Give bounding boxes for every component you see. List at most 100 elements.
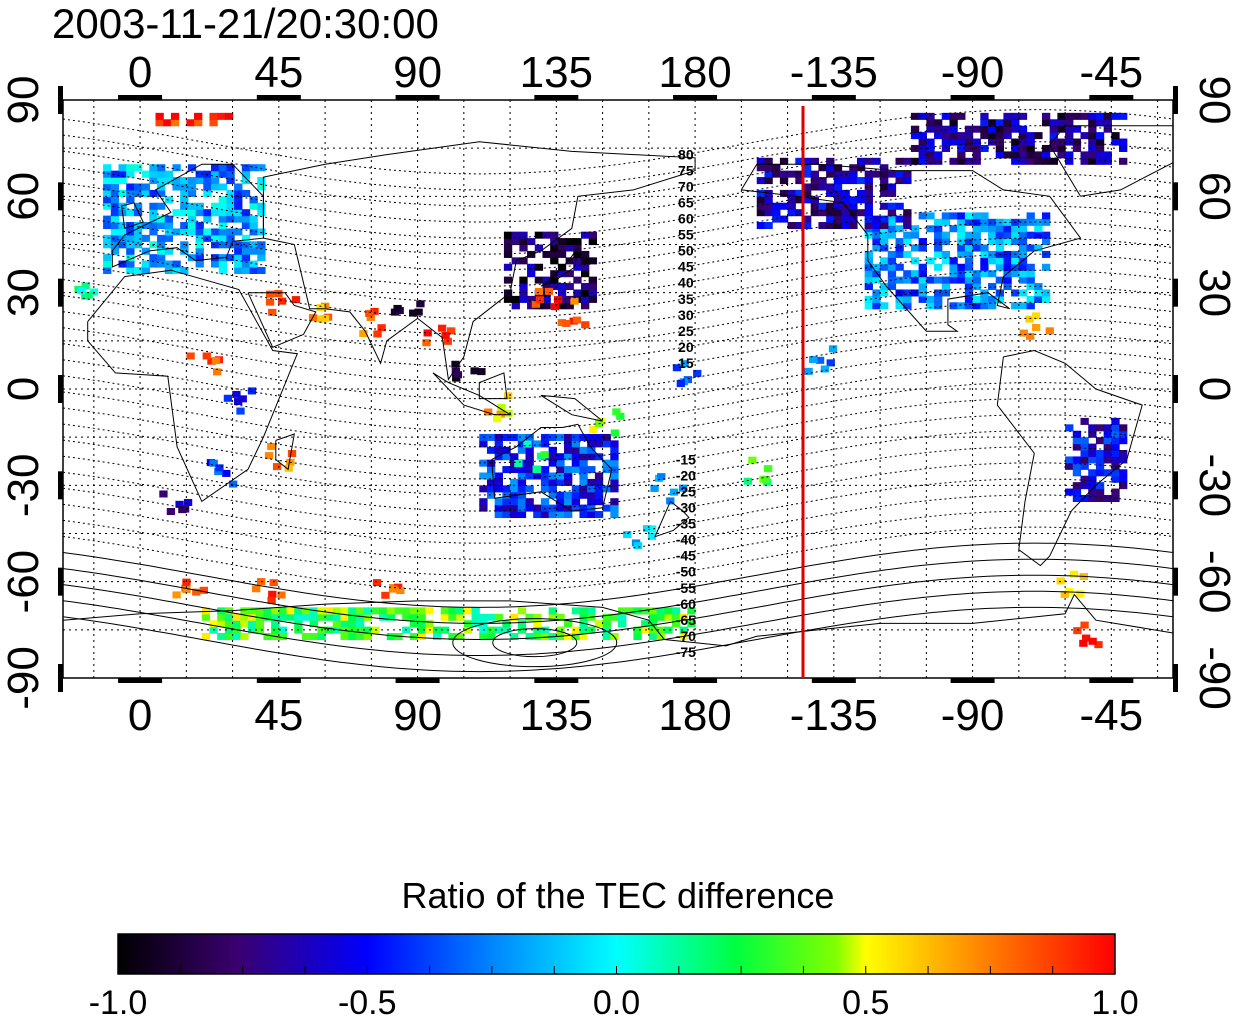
tec-cell xyxy=(872,276,881,284)
tec-cell xyxy=(903,302,912,310)
tec-cell xyxy=(849,215,858,223)
tec-cell xyxy=(872,244,881,252)
tec-cell xyxy=(226,209,235,217)
tec-cell xyxy=(964,302,974,310)
tec-cell xyxy=(503,244,513,252)
tec-cell xyxy=(571,440,581,448)
tec-cell xyxy=(656,633,665,641)
tec-cell xyxy=(187,202,197,210)
tec-cell xyxy=(502,453,511,461)
colorbar-tick-labels: -1.0 -0.5 0.0 0.5 1.0 xyxy=(89,966,1139,1022)
tec-cell xyxy=(1026,212,1035,220)
tec-cell xyxy=(826,170,835,178)
tec-cell xyxy=(779,157,789,165)
colorbar-tick-label: -1.0 xyxy=(89,984,148,1022)
left-tick-mark xyxy=(58,278,63,307)
tec-cell xyxy=(494,446,503,454)
tec-cell xyxy=(532,465,541,473)
tec-cell xyxy=(1080,443,1089,451)
tec-cell xyxy=(949,225,958,233)
tec-cell xyxy=(494,485,503,493)
tec-cell xyxy=(1111,469,1120,477)
bottom-lon-label: 135 xyxy=(520,691,593,740)
tec-cell xyxy=(1041,231,1051,239)
tec-cell xyxy=(542,295,551,303)
tec-cell xyxy=(903,250,912,258)
tec-cell xyxy=(1011,231,1020,239)
tec-cell xyxy=(149,222,158,230)
top-tick-mark xyxy=(673,95,718,100)
tec-cell xyxy=(540,451,549,459)
tec-cell xyxy=(795,170,804,178)
tec-cell xyxy=(141,234,150,242)
tec-cell xyxy=(557,270,567,278)
tec-cell xyxy=(291,296,301,304)
top-tick-mark xyxy=(811,95,856,100)
mag-contour xyxy=(63,542,1173,608)
tec-cell xyxy=(170,112,180,120)
tec-cell xyxy=(103,202,112,210)
tec-cell xyxy=(579,511,588,519)
top-tick-mark xyxy=(256,95,301,100)
tec-cell xyxy=(918,263,927,271)
tec-cell xyxy=(195,241,204,249)
tec-cell xyxy=(126,170,135,178)
tec-cell xyxy=(995,276,1005,284)
tec-cell xyxy=(126,247,135,255)
tec-cell xyxy=(671,620,681,628)
tec-cell xyxy=(856,196,866,204)
tec-cell xyxy=(841,209,850,217)
tec-cell xyxy=(157,215,166,223)
tec-cell xyxy=(557,250,567,258)
tec-cell xyxy=(1111,488,1120,496)
tec-cell xyxy=(332,620,342,628)
tec-cell xyxy=(494,472,503,480)
tec-cell xyxy=(1003,238,1012,246)
tec-cell xyxy=(493,415,502,423)
tec-cell xyxy=(988,231,997,239)
tec-cell xyxy=(218,266,228,274)
tec-cell xyxy=(103,189,112,197)
tec-cell xyxy=(502,466,511,474)
tec-cell xyxy=(588,276,598,284)
tec-cell xyxy=(1011,270,1020,278)
tec-cell xyxy=(218,241,228,249)
tec-cell xyxy=(257,209,266,217)
tec-cell xyxy=(849,177,858,185)
tec-cell xyxy=(616,412,625,420)
tec-cell xyxy=(180,202,189,210)
tec-cell xyxy=(556,498,565,506)
tec-cell xyxy=(486,433,496,441)
tec-cell xyxy=(887,209,897,217)
tec-cell xyxy=(1095,157,1105,165)
tec-cell xyxy=(268,590,277,598)
tec-cell xyxy=(571,459,581,467)
tec-cell xyxy=(234,196,243,204)
tec-cell xyxy=(149,209,158,217)
mag-contour xyxy=(63,606,1173,673)
tec-cell xyxy=(972,295,981,303)
tec-cell xyxy=(557,238,567,246)
tec-cell xyxy=(553,296,563,304)
tec-cell xyxy=(833,189,843,197)
tec-cell xyxy=(180,189,189,197)
tec-cell xyxy=(864,202,873,210)
tec-cell xyxy=(1119,144,1128,152)
tec-cell xyxy=(317,315,326,323)
tec-cell xyxy=(1011,112,1020,120)
tec-cell xyxy=(1072,437,1082,445)
tec-cell xyxy=(234,189,243,197)
bottom-tick-mark xyxy=(1089,678,1134,683)
tec-cell xyxy=(456,633,465,641)
tec-cell xyxy=(841,189,850,197)
tec-cell xyxy=(211,234,220,242)
tec-cell xyxy=(257,228,266,236)
tec-cell xyxy=(540,626,550,634)
tec-cell xyxy=(226,215,235,223)
tec-cell xyxy=(257,183,266,191)
tec-cell xyxy=(995,119,1005,127)
tec-cell xyxy=(1026,132,1035,140)
bottom-lon-label: 90 xyxy=(393,691,442,740)
tec-cell xyxy=(533,613,542,621)
